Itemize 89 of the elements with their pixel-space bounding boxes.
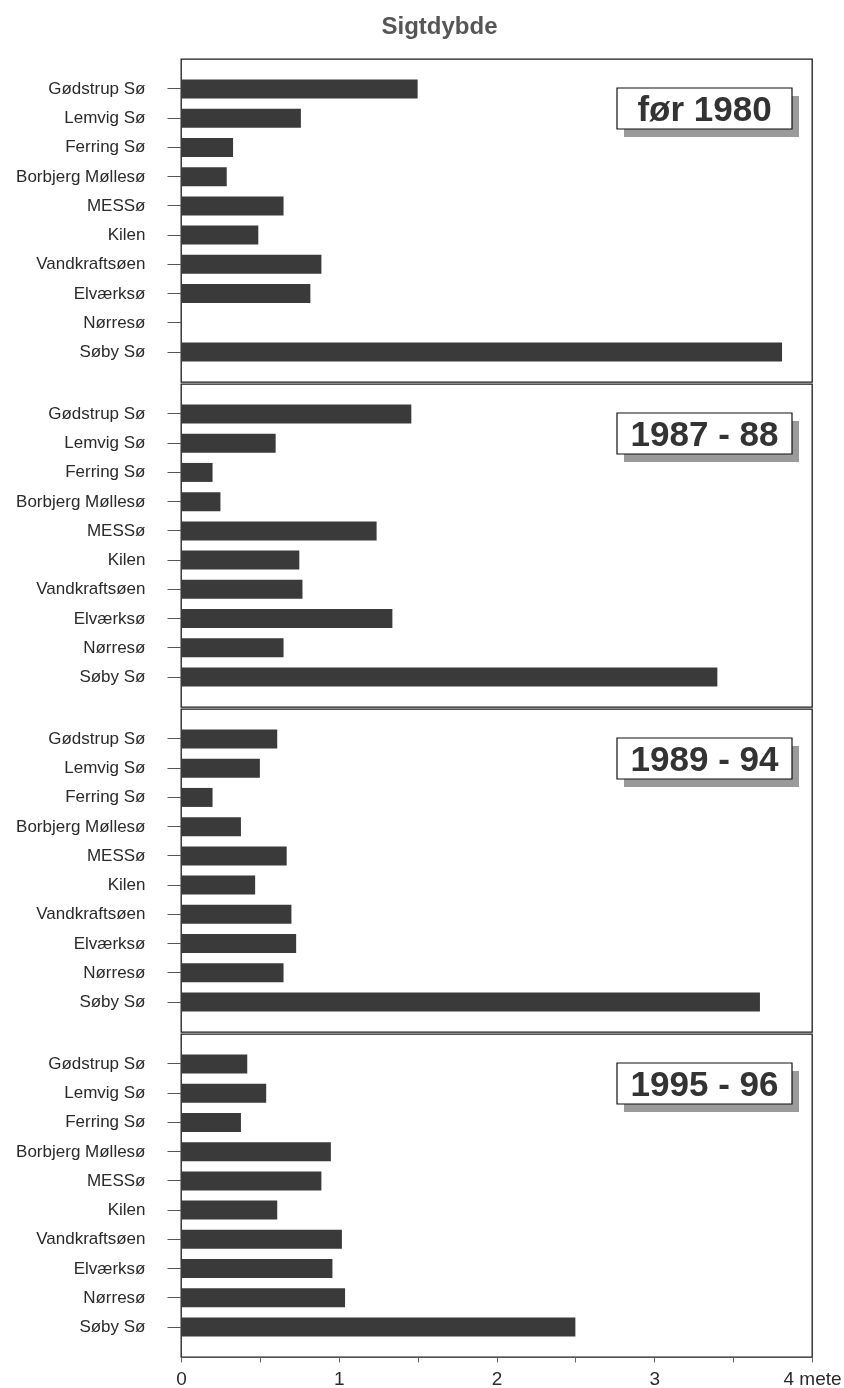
bar bbox=[181, 787, 213, 807]
bar bbox=[181, 254, 322, 274]
y-tick-label: Søby Sø bbox=[79, 667, 146, 687]
y-tick-label: Vandkraftsøen bbox=[36, 254, 146, 274]
bar bbox=[181, 904, 292, 924]
y-tick-label: Lemvig Sø bbox=[64, 433, 146, 453]
bar bbox=[181, 992, 760, 1012]
y-tick-label: Borbjerg Møllesø bbox=[16, 816, 146, 836]
y-tick-label: Søby Sø bbox=[79, 342, 146, 362]
y-tick-label: Elværksø bbox=[73, 1258, 146, 1278]
y-tick-label: Lemvig Sø bbox=[64, 108, 146, 128]
y-tick-label: Ferring Sø bbox=[65, 462, 146, 482]
y-tick-label: Borbjerg Møllesø bbox=[16, 1141, 146, 1161]
x-tick-label: 3 bbox=[649, 1367, 661, 1388]
y-tick-label: Kilen bbox=[107, 875, 146, 895]
y-tick-label: Ferring Sø bbox=[65, 787, 146, 807]
y-tick-label: Borbjerg Møllesø bbox=[16, 166, 146, 186]
bar bbox=[181, 846, 287, 866]
bar bbox=[181, 108, 301, 128]
annotation: 1989 - 94 bbox=[630, 738, 779, 778]
bar bbox=[181, 1142, 331, 1162]
y-tick-label: Nørresø bbox=[83, 962, 146, 982]
y-tick-label: Nørresø bbox=[83, 312, 146, 332]
bar bbox=[181, 934, 297, 954]
bar bbox=[181, 1317, 576, 1337]
y-tick-label: Vandkraftsøen bbox=[36, 1229, 146, 1249]
annotation: 1987 - 88 bbox=[630, 413, 779, 453]
y-tick-label: Gødstrup Sø bbox=[48, 78, 146, 98]
bar bbox=[181, 137, 234, 157]
y-tick-label: Kilen bbox=[107, 1200, 146, 1220]
bar bbox=[181, 462, 213, 482]
y-tick-label: Ferring Sø bbox=[65, 1112, 146, 1132]
y-tick-label: Gødstrup Sø bbox=[48, 728, 146, 748]
bar bbox=[181, 550, 300, 570]
x-tick-label: 4 mete bbox=[783, 1367, 842, 1388]
bar bbox=[181, 79, 418, 99]
chart-title: Sigtdybde bbox=[381, 12, 498, 39]
bar bbox=[181, 1083, 267, 1103]
x-tick-label: 2 bbox=[491, 1367, 503, 1388]
y-tick-label: Elværksø bbox=[73, 933, 146, 953]
bar bbox=[181, 342, 783, 362]
bar bbox=[181, 404, 412, 424]
bar bbox=[181, 1112, 241, 1132]
bar bbox=[181, 521, 377, 541]
y-tick-label: Gødstrup Sø bbox=[48, 1053, 146, 1073]
bar bbox=[181, 638, 284, 658]
bar bbox=[181, 579, 303, 599]
y-tick-label: Søby Sø bbox=[79, 992, 146, 1012]
bar bbox=[181, 1229, 342, 1249]
bar bbox=[181, 1288, 346, 1308]
annotation: før 1980 bbox=[637, 88, 772, 128]
y-tick-label: Kilen bbox=[107, 225, 146, 245]
y-tick-label: Kilen bbox=[107, 550, 146, 570]
bar bbox=[181, 284, 311, 304]
y-tick-label: Ferring Sø bbox=[65, 137, 146, 157]
bar bbox=[181, 1054, 248, 1074]
bar bbox=[181, 963, 284, 983]
bar bbox=[181, 225, 259, 245]
bar bbox=[181, 875, 256, 895]
y-tick-label: Vandkraftsøen bbox=[36, 579, 146, 599]
y-tick-label: Søby Sø bbox=[79, 1317, 146, 1337]
y-tick-label: Lemvig Sø bbox=[64, 1083, 146, 1103]
y-tick-label: Elværksø bbox=[73, 608, 146, 628]
y-tick-label: MESSø bbox=[86, 1170, 146, 1190]
y-tick-label: MESSø bbox=[86, 845, 146, 865]
x-tick-label: 0 bbox=[176, 1367, 187, 1388]
annotation: 1995 - 96 bbox=[630, 1063, 779, 1103]
y-tick-label: Borbjerg Møllesø bbox=[16, 491, 146, 511]
bar bbox=[181, 433, 276, 453]
y-tick-label: Lemvig Sø bbox=[64, 758, 146, 778]
bar bbox=[181, 167, 227, 187]
y-tick-label: Gødstrup Sø bbox=[48, 403, 146, 423]
x-tick-label: 1 bbox=[333, 1367, 345, 1388]
y-tick-label: Vandkraftsøen bbox=[36, 904, 146, 924]
y-tick-label: Nørresø bbox=[83, 637, 146, 657]
bar bbox=[181, 729, 278, 749]
bar bbox=[181, 1200, 278, 1220]
y-tick-label: Nørresø bbox=[83, 1287, 146, 1307]
bar bbox=[181, 196, 284, 216]
y-tick-label: MESSø bbox=[86, 520, 146, 540]
bar bbox=[181, 667, 718, 687]
bar bbox=[181, 817, 241, 837]
bar bbox=[181, 1171, 322, 1191]
bar bbox=[181, 758, 260, 778]
y-tick-label: MESSø bbox=[86, 195, 146, 215]
y-tick-label: Elværksø bbox=[73, 283, 146, 303]
bar bbox=[181, 1259, 333, 1279]
bar bbox=[181, 492, 221, 512]
bar bbox=[181, 609, 393, 629]
